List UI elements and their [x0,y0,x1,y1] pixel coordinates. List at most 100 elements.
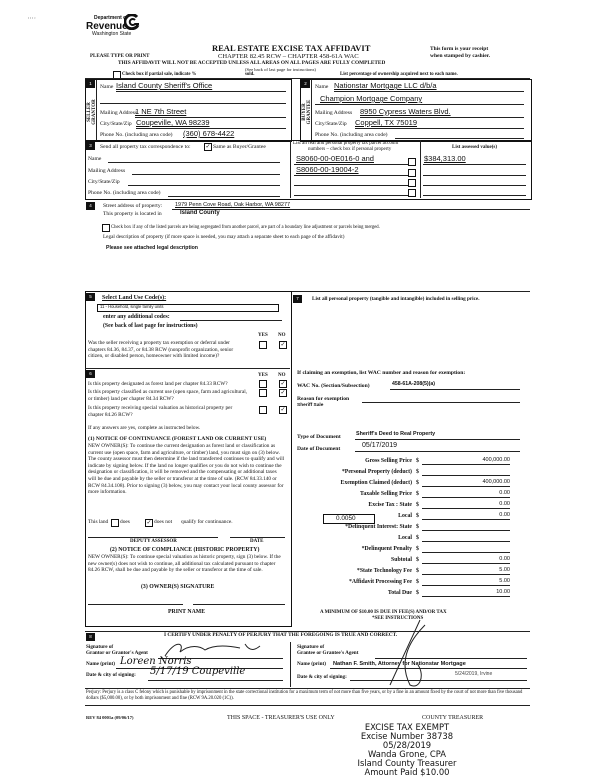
amount-label: *Delinquent Interest: State [345,524,412,530]
print-name-label: PRINT NAME [168,609,206,615]
grantee-signature-icon[interactable] [380,615,450,690]
section-2-number: 2 [301,80,310,88]
segregated-checkbox[interactable] [102,224,110,232]
does-not-qualify-checkbox[interactable]: ✓ [145,519,153,527]
street-address-label: Street address of property: [103,203,163,209]
grantor-signature-icon[interactable] [160,638,270,660]
sold-label: sold. [245,72,255,77]
partial-sale-label: Check box if partial sale, indicate % [122,72,197,77]
buyer-name-field-1[interactable]: Nationstar Mortgage LLC d/b/a [334,81,437,90]
grantor-name-field[interactable]: Loreen Norris [120,656,192,667]
section-6-number: 6 [86,370,95,378]
buyer-name-label: Name [315,84,329,90]
personal-property-checkbox-4[interactable] [408,189,416,197]
amount-field[interactable] [422,534,510,542]
amount-field[interactable]: 0.00 [422,501,510,509]
seller-city-field[interactable]: Coupeville, WA 98239 [136,118,210,127]
segregated-label: Check box if any of the listed parcels a… [111,225,380,230]
buyer-address-field[interactable]: 8950 Cypress Waters Blvd. [360,107,451,116]
amount-field[interactable] [422,545,510,553]
reason-field[interactable]: Sheriff Sale [297,403,324,408]
local-rate-field[interactable]: 0.0050 [323,514,375,524]
s6-historic-yes-checkbox[interactable] [259,406,267,414]
document-date-label: Date of Document [297,446,341,452]
does-qualify-checkbox[interactable] [111,519,119,527]
assessed-header: List assessed value(s) [452,145,498,150]
street-address-field[interactable]: 1979 Penn Cove Road, Oak Harbor, WA 9827… [175,202,291,208]
parcel-number-2[interactable]: S8060-00-19004-2 [296,165,359,174]
wac-number-field[interactable]: 458-61A-208(5)(a) [392,381,435,387]
document-type-field[interactable]: Sheriff's Deed to Real Property [356,431,436,437]
amount-field[interactable]: 5.00 [422,578,510,586]
grantor-date-label: Date & city of signing: [86,672,136,678]
does-label: does [120,519,130,525]
grantee-name-field[interactable]: Nathan F. Smith, Attorney for Nationstar… [333,661,466,667]
receipt-line-2: when stamped by cashier. [430,53,490,59]
s5-yes-header: YES [258,333,268,338]
seller-address-field[interactable]: 1 NE 7th Street [135,107,187,116]
buyer-city-field[interactable]: Coppell, TX 75019 [355,118,417,127]
seller-phone-label: Phone No. (including area code) [100,132,173,138]
grantor-signature-label-1: Signature of [86,644,114,650]
left-column [85,291,292,627]
logo-text-3: Washington State [92,31,132,37]
seller-phone-field[interactable]: (360) 678-4422 [183,129,235,138]
s3-city-label: City/State/Zip [88,179,120,185]
personal-property-checkbox-3[interactable] [408,179,416,187]
notice-continuance-title: (1) NOTICE OF CONTINUANCE (FOREST LAND O… [88,436,267,442]
currency-sign: $ [416,524,419,530]
treasurer-use-label: THIS SPACE - TREASURER'S USE ONLY [227,715,335,721]
s6-question-forest: Is this property designated as forest la… [88,381,228,387]
amount-label: *Delinquent Penalty [361,546,412,552]
s6-current-use-yes-checkbox[interactable] [259,389,267,397]
land-use-select[interactable]: 11 - Household, single family units [97,304,279,312]
warning-line: THIS AFFIDAVIT WILL NOT BE ACCEPTED UNLE… [118,60,386,66]
s6-historic-no-checkbox[interactable]: ✓ [279,406,287,414]
stamp-treasurer-name: Wanda Grone, CPA [367,749,447,759]
exemption-label: If claiming an exemption, list WAC numbe… [297,370,466,376]
please-type: PLEASE TYPE OR PRINT [90,54,150,59]
logo-text-2: Revenue [86,21,128,32]
located-label: This property is located in [103,211,162,217]
amount-field[interactable]: 0.00 [422,490,510,498]
grantee-date-field[interactable]: 5/24/2019, Irvine [455,671,493,677]
s6-forest-no-checkbox[interactable]: ✓ [279,380,287,388]
assessed-value-1[interactable]: $384,313.00 [424,154,466,163]
s6-current-use-no-checkbox[interactable]: ✓ [279,389,287,397]
seller-city-label: City/State/Zip [100,121,132,127]
buyer-city-label: City/State/Zip [315,121,347,127]
personal-property-checkbox-2[interactable] [408,169,416,177]
personal-property-checkbox-1[interactable] [408,158,416,166]
amount-field[interactable]: 10.00 [422,589,510,597]
amount-label: Local [398,513,412,519]
does-not-label: does not [154,519,173,525]
see-back-note: (See back of last page for instructions) [245,67,316,72]
amount-field[interactable] [422,523,510,531]
document-date-field[interactable]: 05/17/2019 [362,442,398,449]
logo-text-1: Department of [94,15,128,21]
amount-field[interactable]: 5.00 [422,567,510,575]
currency-sign: $ [416,469,419,475]
amount-field[interactable]: 400,000.00 [422,479,510,487]
s5-no-checkbox[interactable]: ✓ [279,341,287,349]
certify-statement: I CERTIFY UNDER PENALTY OF PERJURY THAT … [164,632,398,638]
seller-name-field[interactable]: Island County Sheriff's Office [116,81,213,90]
s5-yes-checkbox[interactable] [259,341,267,349]
amount-field[interactable]: 0.00 [422,512,510,520]
amount-field[interactable]: 0.00 [422,556,510,564]
qualify-label: qualify for continuance. [181,519,233,525]
currency-sign: $ [416,568,419,574]
s6-question-current-use: Is this property classified as current u… [88,389,247,402]
amount-field[interactable]: 400,000.00 [422,457,510,465]
s6-forest-yes-checkbox[interactable] [259,380,267,388]
parcel-number-1[interactable]: S8060-00-0E016-0 and [296,154,374,163]
grantor-date-field[interactable]: 5/17/19 Coupeville [150,666,246,677]
s6-no-header: NO [278,373,286,378]
amount-field[interactable] [422,468,510,476]
same-as-buyer-checkbox[interactable]: ✓ [204,143,212,151]
currency-sign: $ [416,579,419,585]
section-3 [85,140,532,200]
buyer-name-field-2[interactable]: Champion Mortgage Company [320,94,423,103]
s3-name-label: Name [88,156,102,162]
s5-no-header: NO [278,333,286,338]
